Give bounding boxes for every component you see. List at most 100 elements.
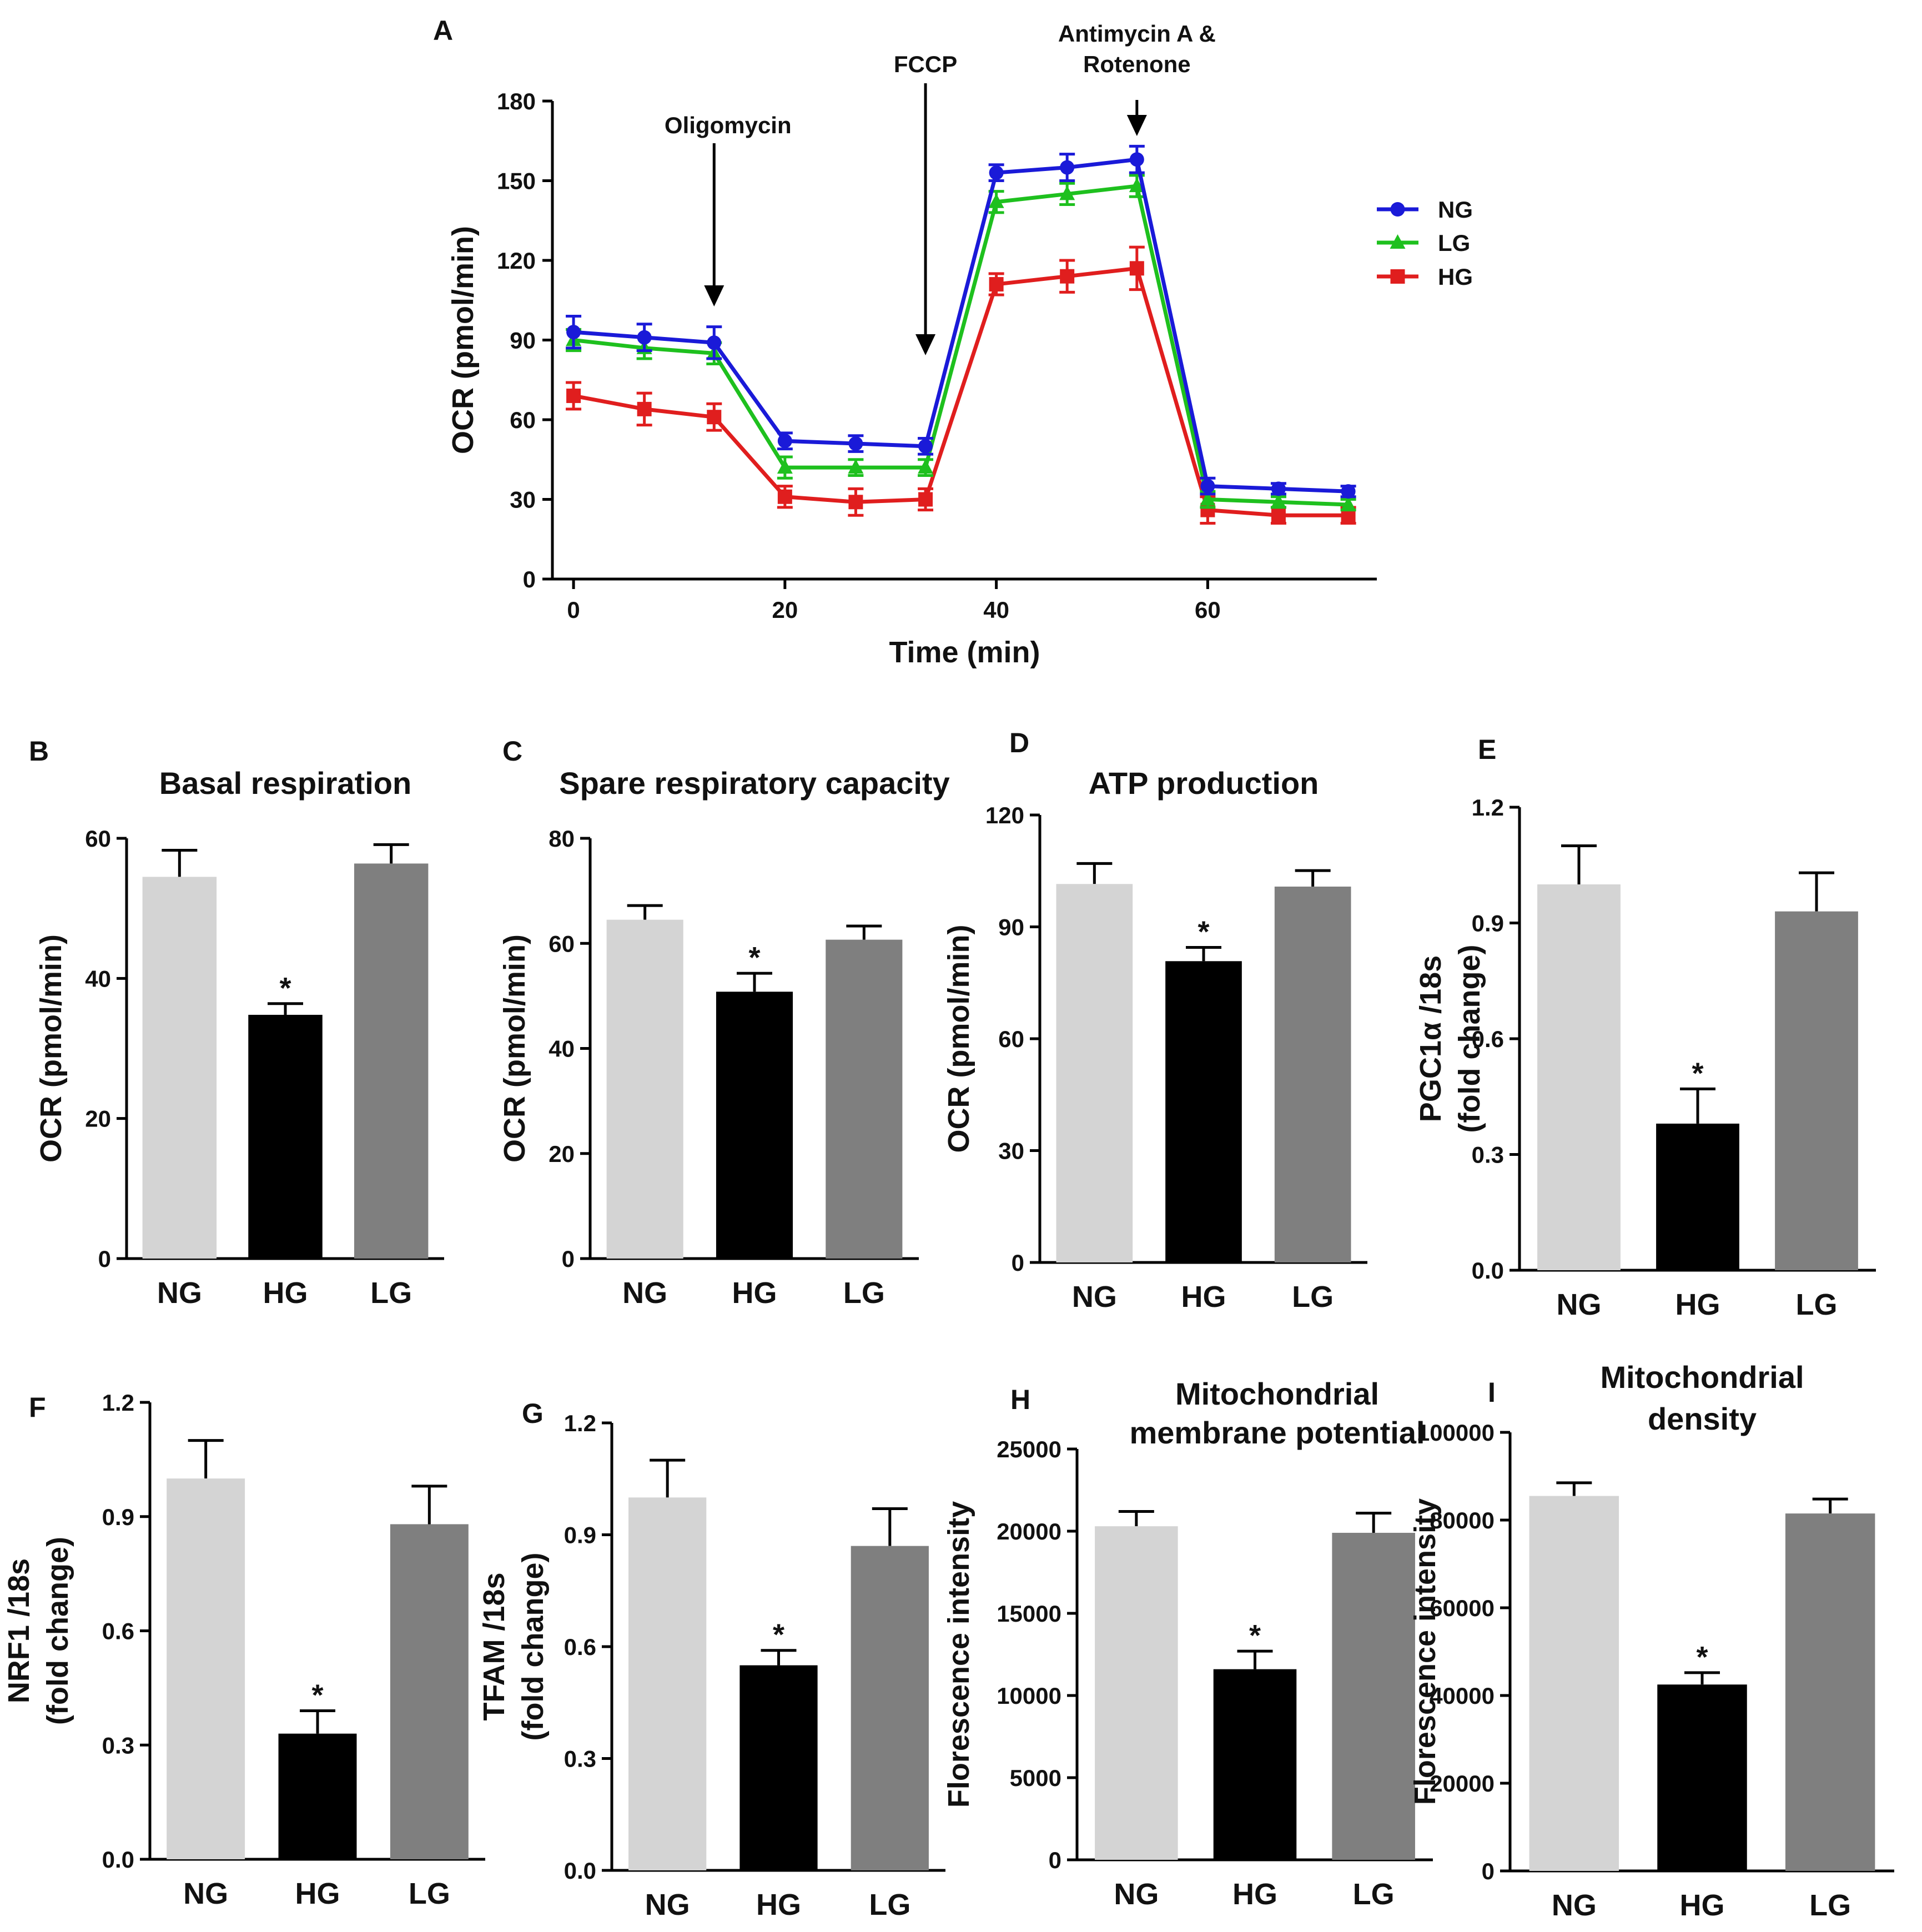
panel-c: C Spare respiratory capacity 0 20 40 60 80 OCR …: [498, 736, 950, 1310]
y-axis-label: Florescence intensity: [942, 1501, 975, 1808]
data-point-ng: [1129, 152, 1144, 167]
y-tick-label: 0.9: [102, 1504, 134, 1530]
significance-marker: *: [1692, 1056, 1703, 1090]
y-tick-label: 0.6: [102, 1618, 134, 1644]
annotation-label: Rotenone: [1083, 51, 1191, 77]
panel-title: Basal respiration: [159, 766, 411, 801]
data-point-ng: [1200, 479, 1215, 494]
x-category-label: NG: [622, 1276, 667, 1310]
y-tick-label: 60: [85, 826, 111, 852]
y-axis-label: (fold change): [41, 1537, 74, 1725]
significance-marker: *: [1696, 1641, 1708, 1674]
bar-ng: [1095, 1526, 1178, 1860]
data-point-hg: [918, 492, 933, 507]
y-tick-label: 150: [497, 168, 536, 194]
y-tick-label: 90: [510, 328, 536, 354]
series-lg: [566, 174, 1356, 512]
y-tick-label: 80000: [1430, 1507, 1495, 1533]
bar-ng: [628, 1497, 707, 1870]
legend-label-ng: NG: [1438, 197, 1473, 223]
data-point-lg: [1270, 494, 1286, 509]
x-category-label: HG: [295, 1877, 340, 1910]
data-point-hg: [566, 388, 581, 403]
y-axis-label: OCR (pmol/min): [34, 934, 68, 1163]
y-tick-label: 20000: [997, 1518, 1061, 1544]
y-tick-label: 30: [998, 1138, 1024, 1164]
y-tick-label: 0.0: [102, 1847, 134, 1873]
panel-title: Mitochondrial: [1600, 1360, 1804, 1395]
x-category-label: LG: [1809, 1889, 1851, 1922]
series-line-lg: [573, 184, 1349, 507]
y-axis-label: NRF1 /18s: [2, 1558, 36, 1703]
y-tick-label: 1.2: [102, 1390, 134, 1416]
y-tick-label: 0: [523, 566, 536, 592]
y-tick-label: 0: [1482, 1858, 1495, 1884]
y-tick-label: 20: [85, 1106, 111, 1132]
data-point-lg: [1059, 185, 1075, 200]
arrow-head: [1126, 115, 1147, 136]
data-point-lg: [777, 459, 793, 474]
y-axis-label: OCR (pmol/min): [498, 934, 531, 1163]
x-category-label: HG: [732, 1276, 777, 1310]
bar-ng: [167, 1478, 245, 1859]
panel-label-b: B: [29, 736, 49, 767]
panel-label-i: I: [1488, 1377, 1496, 1408]
y-axis-label: PGC1α /18s: [1414, 955, 1447, 1122]
x-category-label: HG: [1680, 1889, 1725, 1922]
bar-lg: [390, 1524, 469, 1859]
y-tick-label: 120: [497, 248, 536, 274]
panel-label-e: E: [1478, 734, 1496, 765]
bar-ng: [1537, 884, 1621, 1270]
data-point-ng: [566, 325, 581, 340]
y-tick-label: 0.9: [1472, 910, 1504, 937]
y-tick-label: 0: [98, 1246, 111, 1272]
x-axis-label: Time (min): [889, 636, 1040, 669]
panel-g: G 0.0 0.3 0.6 0.9 1.2 TFAM /18s (fold change) NG…: [477, 1398, 945, 1921]
legend-marker-ng: [1390, 202, 1405, 217]
series-line-hg: [573, 266, 1349, 517]
panel-title: Mitochondrial: [1175, 1376, 1379, 1411]
bar-lg: [1332, 1532, 1415, 1860]
data-point-ng: [1271, 481, 1286, 496]
data-point-ng: [989, 165, 1004, 180]
x-tick-label: 0: [567, 597, 580, 623]
y-tick-label: 1.2: [1472, 794, 1504, 821]
panel-title: membrane potential: [1129, 1415, 1425, 1450]
x-category-label: HG: [756, 1888, 801, 1921]
data-point-ng: [1060, 160, 1075, 175]
y-tick-label: 0: [1049, 1847, 1061, 1873]
series-hg: [566, 245, 1356, 525]
series-ng: [566, 144, 1356, 499]
y-axis-label: OCR (pmol/min): [942, 925, 975, 1153]
y-tick-label: 60000: [1430, 1595, 1495, 1621]
y-tick-label: 0.0: [564, 1858, 596, 1884]
x-category-label: NG: [1114, 1878, 1159, 1911]
significance-marker: *: [279, 972, 291, 1005]
y-tick-label: 80: [549, 826, 575, 852]
bar-hg: [1657, 1684, 1747, 1871]
y-tick-label: 0.6: [564, 1634, 596, 1660]
panel-title: Spare respiratory capacity: [559, 766, 949, 801]
x-category-label: LG: [370, 1276, 412, 1310]
data-point-lg: [848, 459, 864, 474]
bar-lg: [1274, 886, 1351, 1262]
y-tick-label: 0.6: [1472, 1026, 1504, 1052]
y-tick-label: 0.3: [1472, 1142, 1504, 1168]
y-tick-label: 40: [549, 1036, 575, 1062]
y-tick-label: 0.3: [564, 1746, 596, 1772]
bar-hg: [1165, 961, 1242, 1262]
x-category-label: HG: [1181, 1280, 1226, 1314]
bar-ng: [1056, 884, 1133, 1262]
significance-marker: *: [1249, 1619, 1261, 1652]
panel-title: ATP production: [1089, 766, 1319, 801]
panel-label-g: G: [522, 1398, 544, 1429]
bar-hg: [739, 1665, 818, 1870]
data-point-ng: [848, 436, 863, 451]
x-category-label: NG: [1072, 1280, 1117, 1314]
y-tick-label: 180: [497, 88, 536, 114]
y-tick-label: 10000: [997, 1683, 1061, 1709]
arrow-head: [704, 285, 724, 306]
x-category-label: NG: [645, 1888, 690, 1921]
x-category-label: HG: [1232, 1878, 1277, 1911]
y-axis-label: (fold change): [516, 1553, 550, 1741]
